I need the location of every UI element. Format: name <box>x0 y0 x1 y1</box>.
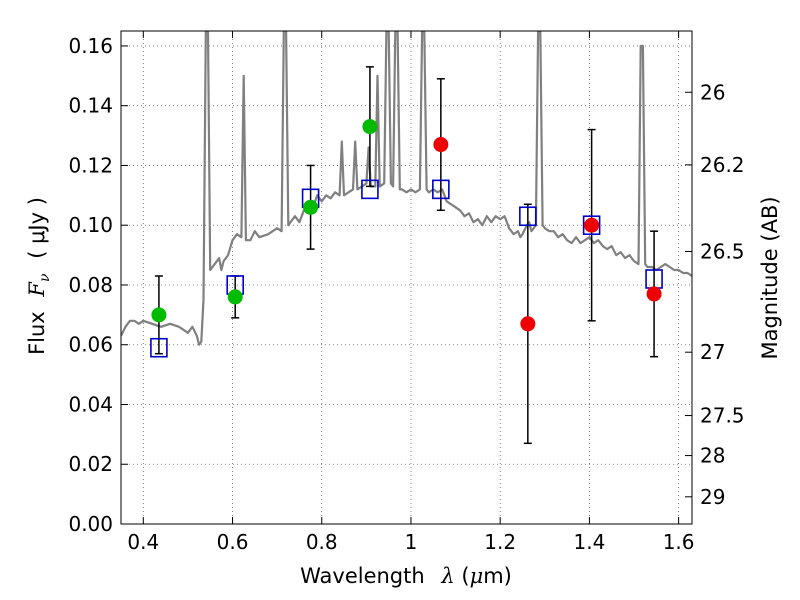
x-tick-label: 1.4 <box>573 530 605 554</box>
x-axis-title-unit-mu: μ <box>470 564 484 588</box>
x-axis-title: Wavelength λ (μm) <box>300 564 512 588</box>
model-band-square <box>432 179 450 200</box>
markers-layer <box>150 119 663 358</box>
y2-tick-label: 27 <box>700 340 725 364</box>
y-tick-label: 0.08 <box>68 273 113 297</box>
model-band-square <box>582 215 601 236</box>
grid-lines <box>121 31 692 525</box>
y2-tick-label: 27.5 <box>700 404 745 428</box>
x-tick-label: 1.2 <box>484 530 516 554</box>
y-tick-label: 0.04 <box>68 392 113 416</box>
model-band-square <box>519 206 537 227</box>
y-axis-title-unit: ( μJy ) <box>25 197 49 259</box>
red-point <box>433 137 449 153</box>
x-tick-label: 0.4 <box>127 530 159 554</box>
y-tick-label: 0.16 <box>68 34 113 58</box>
model-spectrum-line <box>121 31 692 346</box>
plot-frame <box>120 30 693 525</box>
y-tick-label: 0.12 <box>68 153 113 177</box>
green-point <box>227 289 243 305</box>
y-axis-title-subscript: ν <box>37 273 53 282</box>
y2-tick-label: 28 <box>700 444 725 468</box>
x-axis-title-symbol: λ <box>440 564 454 588</box>
y-axis-title-symbol: F <box>25 281 49 298</box>
error-bars-layer <box>154 66 659 445</box>
green-point <box>362 119 378 135</box>
y2-axis-title: Magnitude (AB) <box>758 196 782 359</box>
green-point <box>151 307 167 323</box>
red-point <box>646 286 662 302</box>
y-tick-label: 0.00 <box>68 512 113 536</box>
x-axis-title-unit-open: ( <box>455 564 470 588</box>
y2-tick-label: 29 <box>700 485 725 509</box>
y-tick-label: 0.10 <box>68 213 113 237</box>
x-axis-title-unit-rest: m) <box>483 564 512 588</box>
model-spectrum-layer <box>121 31 692 346</box>
red-point <box>520 316 536 332</box>
ticks-layer: 0.4 0.6 0.8 1 1.2 1.4 1.6 0.00 0.02 0.04 0.06 0.08 0… <box>68 31 745 554</box>
y-tick-label: 0.02 <box>68 452 113 476</box>
y-axis-title: Flux Fν ( μJy ) <box>25 197 54 355</box>
y-tick-label: 0.06 <box>68 333 113 357</box>
x-tick-label: 1.6 <box>663 530 695 554</box>
x-tick-label: 0.8 <box>306 530 338 554</box>
model-band-square <box>361 179 379 200</box>
y2-tick-label: 26.2 <box>700 153 745 177</box>
red-point <box>584 217 600 233</box>
y2-tick-label: 26 <box>700 80 725 104</box>
x-axis-title-text: Wavelength <box>300 564 425 588</box>
y-axis-title-text: Flux <box>25 311 49 355</box>
y-tick-label: 0.14 <box>68 94 113 118</box>
x-tick-label: 0.6 <box>217 530 249 554</box>
green-point <box>303 199 319 215</box>
x-tick-label: 1 <box>405 530 418 554</box>
y2-tick-label: 26.5 <box>700 240 745 264</box>
model-band-square <box>150 337 168 358</box>
